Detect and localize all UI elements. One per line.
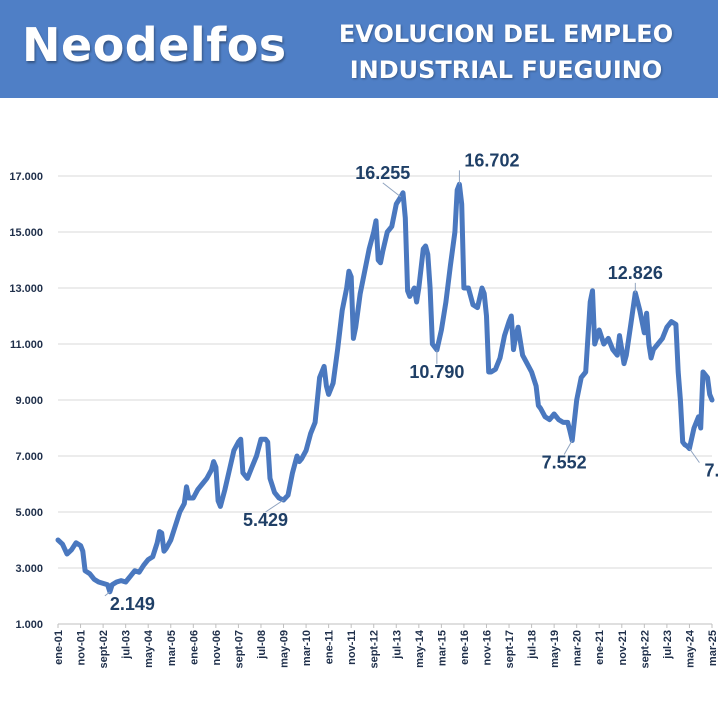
y-tick-label: 11.000 — [10, 339, 43, 351]
header-banner: Neodelfos EVOLUCION DEL EMPLEO INDUSTRIA… — [0, 0, 718, 98]
x-tick-label: ene-21 — [594, 630, 606, 665]
x-tick-label: jul-18 — [527, 630, 539, 660]
y-tick-label: 1.000 — [15, 619, 43, 631]
y-tick-label: 13.000 — [9, 283, 43, 295]
data-label: 7.552 — [542, 453, 587, 473]
x-tick-label: sept-07 — [233, 630, 245, 669]
x-tick-label: sept-22 — [639, 630, 651, 669]
line-chart: 1.000 3.000 5.000 7.000 9.000 11.000 13.000 15.… — [9, 150, 718, 669]
x-tick-label: may-09 — [279, 630, 291, 668]
annotation-leader — [689, 448, 700, 463]
x-tick-label: nov-01 — [76, 630, 88, 665]
x-tick-label: mar-10 — [301, 630, 313, 666]
y-tick-label: 9.000 — [15, 395, 43, 407]
x-tick-label: nov-16 — [481, 630, 493, 665]
annotation-leader — [104, 591, 111, 597]
y-tick-label: 7.000 — [15, 451, 43, 463]
annotation-leader — [265, 499, 284, 513]
gridlines — [58, 175, 712, 625]
x-tick-label: may-19 — [549, 630, 561, 668]
y-tick-label: 3.000 — [15, 563, 43, 575]
x-tick-label: mar-25 — [707, 630, 718, 666]
x-tick-label: nov-11 — [346, 630, 358, 665]
x-tick-label: ene-16 — [459, 630, 471, 665]
data-label: 2.149 — [110, 594, 155, 614]
data-label: 12.826 — [608, 263, 663, 283]
chart-title-line-2: INDUSTRIAL FUEGUINO — [349, 56, 663, 84]
x-tick-label: may-14 — [414, 629, 426, 668]
x-tick-label: jul-08 — [256, 630, 268, 660]
x-tick-label: sept-02 — [98, 630, 110, 669]
x-tick-label: sept-17 — [504, 630, 516, 669]
brand-logo-text: Neodelfos — [22, 18, 287, 72]
chart-title: EVOLUCION DEL EMPLEO INDUSTRIAL FUEGUINO — [320, 16, 692, 88]
data-label: 7.264 — [704, 461, 718, 481]
y-axis-ticks: 1.000 3.000 5.000 7.000 9.000 11.000 13.000 15.… — [9, 171, 43, 631]
x-tick-label: sept-12 — [369, 630, 381, 669]
x-tick-label: ene-01 — [53, 630, 65, 665]
x-tick-label: nov-06 — [211, 630, 223, 665]
data-label: 16.702 — [464, 150, 519, 170]
data-label: 5.429 — [243, 510, 288, 530]
x-tick-label: mar-20 — [572, 630, 584, 666]
x-tick-label: mar-05 — [166, 630, 178, 666]
x-tick-label: ene-06 — [188, 630, 200, 665]
annotations-group: 2.149 5.429 16.255 10.790 16.702 7.552 12.826 7… — [104, 150, 718, 614]
chart-title-line-1: EVOLUCION DEL EMPLEO — [338, 20, 674, 48]
y-tick-label: 15.000 — [9, 227, 43, 239]
x-tick-label: may-24 — [684, 629, 696, 668]
annotation-leader — [382, 182, 402, 198]
x-tick-label: jul-23 — [662, 630, 674, 660]
annotation-leader — [563, 440, 573, 455]
x-tick-label: ene-11 — [324, 630, 336, 664]
series-group — [55, 181, 715, 595]
x-axis-ticks: ene-01 nov-01 sept-02 jul-03 may-04 mar-05 ene… — [53, 624, 718, 669]
y-tick-label: 17.000 — [9, 171, 43, 183]
series-line — [55, 181, 715, 595]
data-label: 10.790 — [409, 362, 464, 382]
x-tick-label: may-04 — [143, 629, 155, 668]
x-tick-label: mar-15 — [436, 630, 448, 666]
x-tick-label: jul-03 — [121, 630, 133, 660]
x-tick-label: jul-13 — [391, 630, 403, 660]
data-label: 16.255 — [355, 163, 410, 183]
x-tick-label: nov-21 — [617, 630, 629, 665]
y-tick-label: 5.000 — [15, 507, 43, 519]
